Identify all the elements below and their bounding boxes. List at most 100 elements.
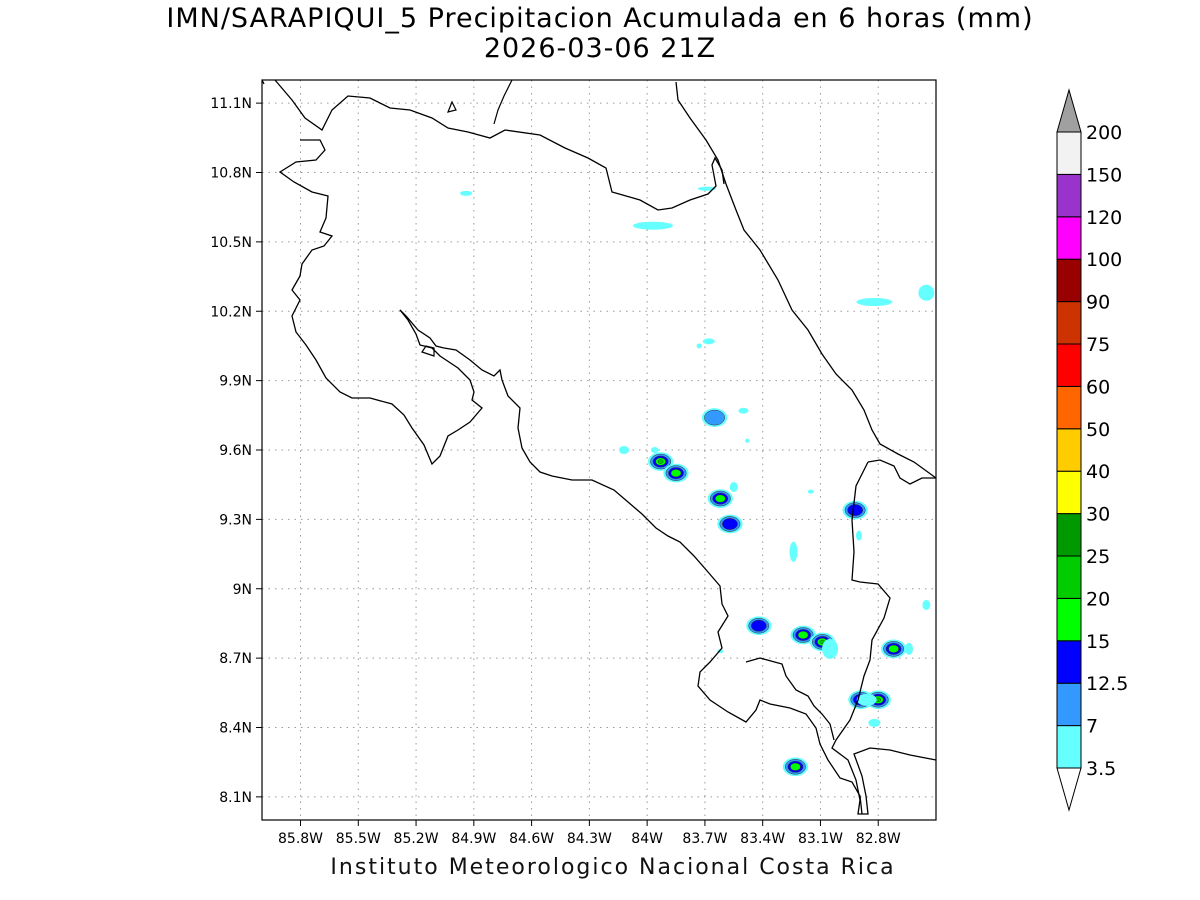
lat-tick-label: 8.4N — [219, 721, 252, 737]
precip-contour — [704, 409, 725, 426]
panama-border — [831, 459, 937, 815]
precip-contour — [790, 762, 801, 771]
lat-tick-label: 9N — [233, 582, 252, 598]
colorbar-box — [1056, 470, 1082, 515]
colorbar-label: 30 — [1086, 504, 1110, 526]
axis-ticks: 85.8W 85.5W 85.2W 84.9W 84.6W 84.3W 84W 83.7W 83… — [210, 96, 901, 847]
coastline-northwest — [261, 79, 483, 466]
light-rain-patch — [696, 343, 702, 349]
colorbar-box — [1056, 555, 1082, 599]
light-rain-patch — [856, 298, 893, 306]
precip-cell — [701, 408, 728, 427]
light-rain-patch — [697, 186, 716, 191]
colorbar-box — [1056, 173, 1082, 218]
light-rain-patch — [807, 489, 814, 494]
lat-tick-label: 9.3N — [219, 512, 252, 528]
lon-tick-label: 82.8W — [856, 831, 901, 847]
colorbar-label: 12.5 — [1086, 673, 1128, 695]
precip-cell — [782, 757, 809, 777]
precip-cell — [717, 514, 743, 534]
precip-cell — [707, 489, 733, 508]
light-rain-patch — [856, 693, 877, 706]
lon-tick-label: 85.5W — [336, 831, 381, 847]
precip-contour — [847, 504, 863, 516]
light-rain-patch — [738, 407, 749, 414]
light-rain-patch — [632, 221, 673, 230]
light-rain-patch — [905, 642, 914, 655]
colorbar-label: 40 — [1086, 461, 1110, 483]
lat-tick-label: 10.2N — [210, 304, 252, 320]
colorbar-box — [1056, 682, 1082, 727]
light-rain-patch — [729, 482, 738, 492]
colorbar-label: 50 — [1086, 419, 1110, 441]
precip-cell — [647, 452, 674, 471]
colorbar-box — [1056, 597, 1082, 642]
lon-tick-label: 83.4W — [740, 831, 785, 847]
colorbar-label: 120 — [1086, 207, 1122, 229]
precip-contour — [715, 494, 726, 503]
colorbar-label: 3.5 — [1086, 758, 1116, 780]
island — [421, 79, 513, 357]
light-rain-patch — [822, 638, 839, 659]
colorbar-box — [1056, 216, 1082, 260]
colorbar-label: 20 — [1086, 588, 1110, 610]
colorbar-label: 150 — [1086, 164, 1122, 186]
colorbar-box — [1056, 301, 1082, 345]
coastline — [261, 79, 937, 815]
colorbar-box — [1056, 258, 1082, 303]
osa-peninsula — [745, 657, 835, 741]
light-rain-patch — [868, 718, 881, 727]
light-rain-patch — [619, 446, 630, 454]
caribbean-coast — [675, 81, 937, 479]
precip-contour — [888, 644, 899, 653]
precip-cell — [746, 616, 772, 636]
map-subtitle: 2026-03-06 21Z — [483, 33, 717, 64]
precip-cell — [842, 500, 868, 520]
lon-tick-label: 84.3W — [567, 831, 612, 847]
precip-contour — [750, 619, 767, 632]
precip-contour — [722, 518, 738, 530]
light-rain-patch — [702, 338, 715, 345]
lon-tick-label: 84.9W — [451, 831, 496, 847]
coastline-north — [274, 79, 725, 211]
light-rain-patch — [855, 530, 862, 541]
lat-lon-grid — [262, 80, 936, 820]
colorbar-label: 15 — [1086, 631, 1110, 653]
lon-tick-label: 84W — [631, 831, 663, 847]
nicoya-gulf-coast — [399, 309, 863, 815]
lat-tick-label: 9.6N — [219, 443, 252, 459]
colorbar-box — [1056, 343, 1082, 387]
light-rain-patch — [918, 284, 935, 301]
map-footer: Instituto Meteorologico Nacional Costa R… — [330, 855, 896, 880]
lat-tick-label: 10.8N — [210, 166, 252, 182]
lon-tick-label: 83.7W — [682, 831, 727, 847]
lon-tick-label: 85.2W — [394, 831, 439, 847]
precip-contour — [670, 469, 682, 478]
precip-contour — [657, 459, 664, 464]
colorbar-box — [1056, 131, 1082, 175]
lon-tick-label: 85.8W — [278, 831, 323, 847]
colorbar-label: 7 — [1086, 716, 1098, 738]
colorbar-under-triangle — [1056, 767, 1082, 812]
colorbar-over-triangle — [1056, 88, 1082, 133]
precipitation-field — [460, 186, 935, 777]
colorbar-box — [1056, 385, 1082, 430]
map-title: IMN/SARAPIQUI_5 Precipitacion Acumulada … — [166, 3, 1034, 34]
precip-contour — [797, 631, 809, 639]
colorbar-box — [1056, 640, 1082, 684]
colorbar-label: 200 — [1086, 122, 1122, 144]
colorbar-box — [1056, 725, 1082, 769]
colorbar-label: 90 — [1086, 292, 1110, 314]
lon-tick-label: 83.1W — [798, 831, 843, 847]
lat-tick-label: 11.1N — [210, 96, 252, 112]
colorbar-box — [1056, 428, 1082, 472]
precip-cell — [790, 625, 816, 645]
colorbar-label: 100 — [1086, 249, 1122, 271]
lat-tick-label: 8.7N — [219, 651, 252, 667]
colorbar-label: 25 — [1086, 546, 1110, 568]
light-rain-patch — [745, 438, 750, 443]
precip-cell — [880, 639, 907, 659]
lat-tick-label: 9.9N — [219, 374, 252, 390]
colorbar-label: 60 — [1086, 376, 1110, 398]
light-rain-patch — [789, 541, 798, 562]
